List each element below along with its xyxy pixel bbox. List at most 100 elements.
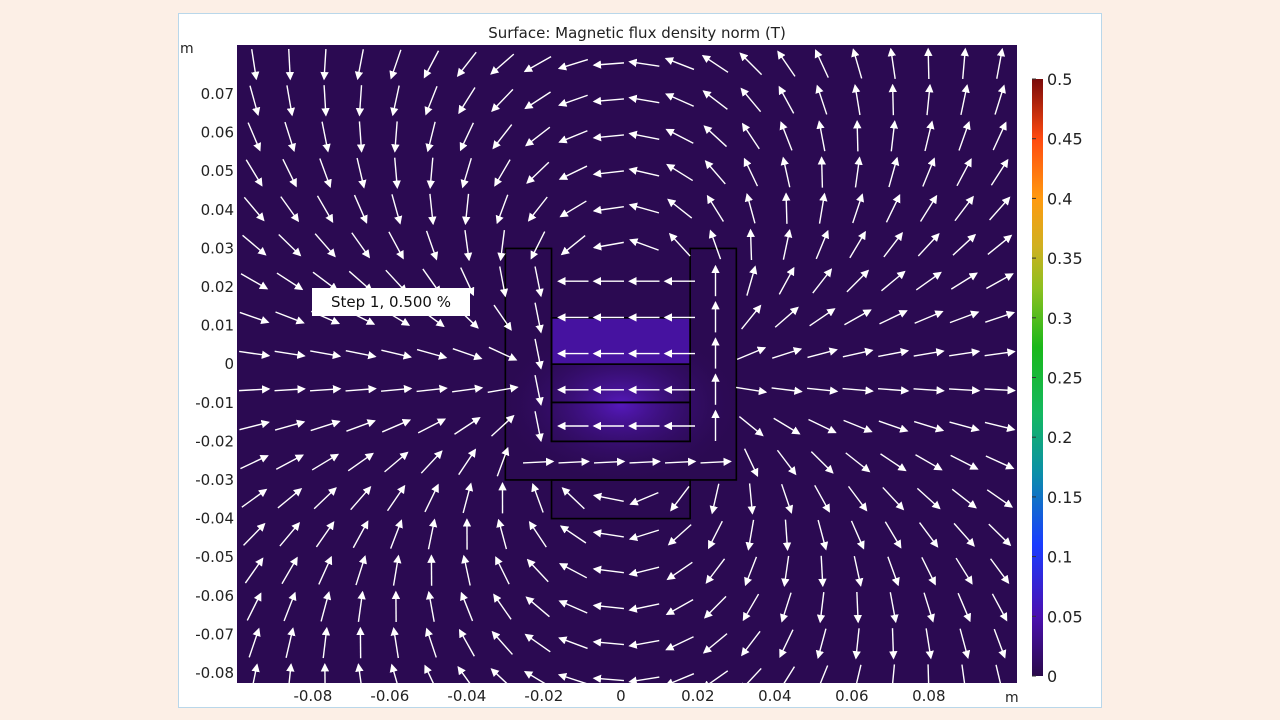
field-arrow (889, 628, 898, 660)
field-arrow (702, 90, 728, 110)
field-arrow (955, 557, 973, 585)
field-arrow (629, 238, 659, 251)
field-arrow (889, 592, 899, 624)
field-arrow (815, 229, 829, 260)
field-arrow (807, 386, 839, 395)
field-arrow (499, 266, 509, 298)
field-arrow (524, 91, 551, 110)
field-arrow (239, 419, 270, 431)
field-arrow (741, 304, 762, 330)
domain-outline (550, 479, 691, 520)
field-arrow (887, 47, 896, 79)
field-arrow (425, 590, 435, 622)
field-arrow (921, 557, 936, 586)
field-arrow (808, 418, 837, 434)
field-arrow (777, 666, 796, 694)
field-arrow (664, 457, 697, 466)
field-arrow (239, 350, 271, 359)
field-arrow (492, 124, 513, 150)
field-arrow (854, 156, 863, 188)
field-arrow (747, 483, 756, 515)
field-arrow (286, 85, 296, 117)
field-arrow (592, 492, 624, 503)
field-arrow (347, 452, 374, 472)
field-arrow (488, 346, 518, 361)
field-arrow (313, 487, 337, 510)
field-arrow (960, 664, 970, 696)
field-arrow (592, 241, 624, 251)
field-arrow (814, 484, 830, 513)
field-arrow (491, 630, 513, 655)
x-axis-unit: m (1005, 690, 1019, 706)
field-arrow (878, 347, 910, 358)
field-arrow (319, 158, 332, 188)
field-arrow (985, 310, 1016, 323)
field-arrow (887, 556, 900, 587)
field-arrow (454, 416, 481, 435)
field-arrow (812, 268, 833, 294)
field-arrow (888, 156, 900, 188)
magnet-bar (551, 317, 691, 365)
field-arrow (352, 520, 369, 549)
field-arrow (842, 347, 874, 358)
field-arrow (628, 676, 660, 685)
field-arrow (427, 518, 438, 550)
field-arrow (852, 84, 861, 116)
field-arrow (807, 347, 838, 359)
field-arrow (249, 85, 261, 116)
field-arrow (705, 558, 726, 584)
field-arrow (816, 592, 826, 624)
field-arrow (877, 386, 910, 395)
field-arrow (917, 232, 940, 257)
field-arrow (741, 122, 760, 150)
colorbar-tick-label: 0.1 (1047, 548, 1072, 567)
field-arrow (558, 130, 588, 144)
colorbar-tick-label: 0.05 (1047, 607, 1083, 626)
field-arrow (558, 636, 588, 650)
field-arrow (952, 233, 977, 256)
field-arrow (495, 194, 509, 225)
field-arrow (351, 232, 371, 259)
field-arrow (458, 448, 477, 476)
x-axis-ticks: -0.08 -0.06 -0.04 -0.02 0 0.02 0.04 0.06 0.08 (293, 687, 945, 705)
core-glow (497, 317, 745, 484)
field-arrow (494, 159, 511, 187)
field-arrow (913, 348, 945, 357)
field-arrow (558, 457, 590, 466)
field-arrow (708, 229, 722, 260)
field-arrow (744, 556, 758, 587)
field-arrow (736, 346, 767, 361)
colorbar-tick-label: 0.15 (1047, 488, 1083, 507)
field-arrow (844, 309, 872, 326)
field-arrow (985, 455, 1015, 470)
field-arrow (949, 421, 980, 433)
field-arrow (628, 202, 660, 214)
field-arrow (462, 193, 471, 226)
field-arrow (664, 57, 695, 71)
field-arrow (628, 166, 660, 177)
field-arrow (779, 629, 794, 658)
field-arrow (667, 198, 693, 219)
field-arrow (629, 457, 661, 466)
field-arrow (426, 157, 435, 189)
field-arrow (884, 521, 902, 549)
field-arrow (389, 519, 403, 549)
field-arrow (241, 488, 268, 508)
field-arrow (845, 452, 871, 473)
field-arrow (558, 599, 588, 614)
x-tick-label: -0.08 (293, 687, 332, 705)
field-arrow (956, 158, 972, 187)
field-arrow (816, 120, 826, 152)
field-arrow (487, 384, 519, 394)
field-arrow (309, 385, 342, 394)
field-arrow (320, 48, 329, 81)
field-arrow (817, 519, 829, 551)
field-arrow (984, 386, 1016, 395)
field-arrow (525, 126, 551, 147)
x-tick-label: 0.06 (835, 687, 868, 705)
field-arrow (357, 590, 366, 622)
geometry-outline (504, 247, 738, 520)
field-arrow (781, 555, 790, 588)
field-arrow (248, 627, 261, 658)
